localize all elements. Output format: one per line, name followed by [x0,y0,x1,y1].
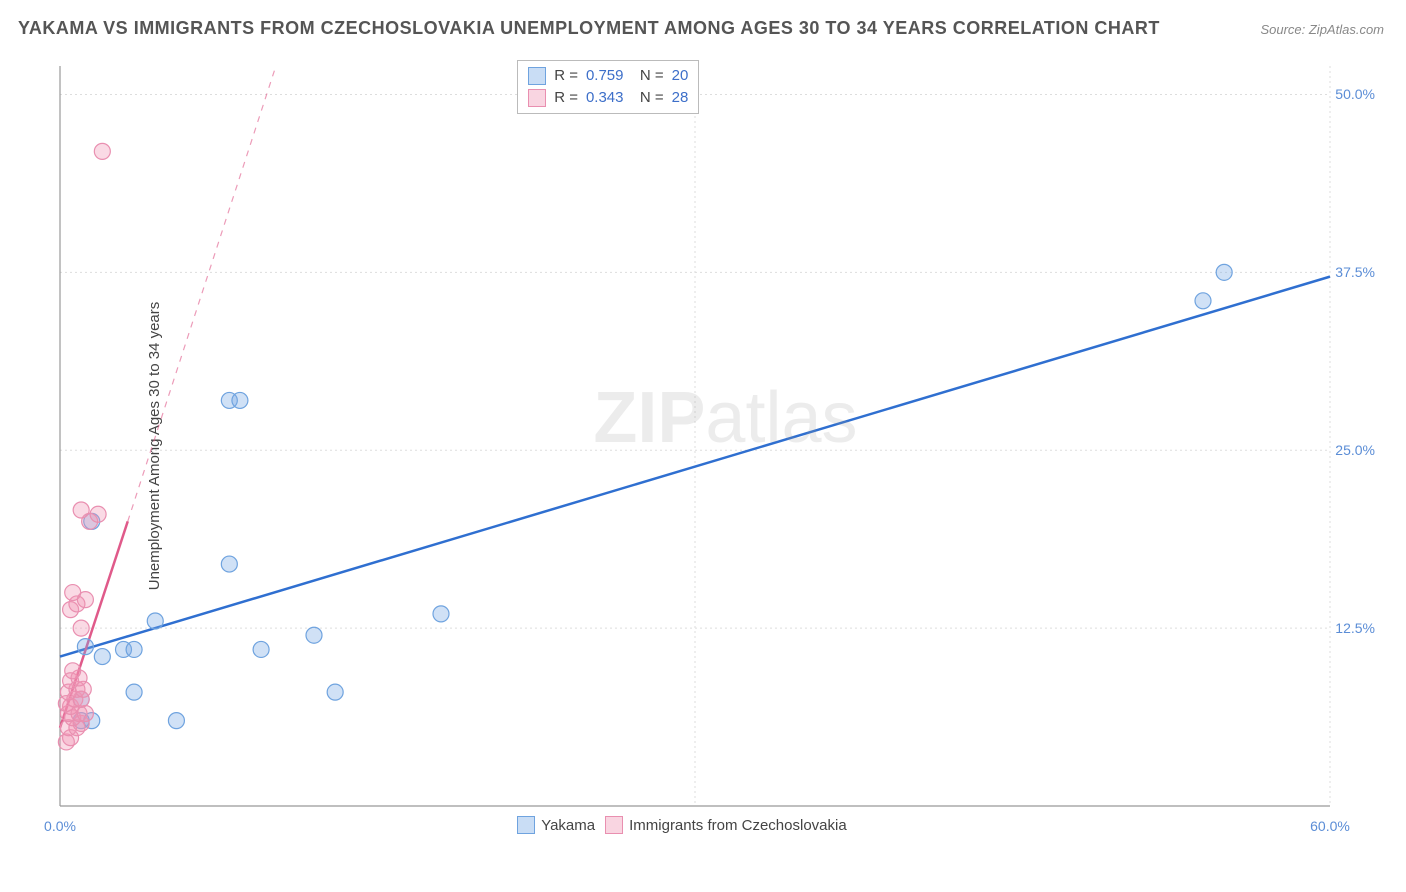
x-tick-label: 0.0% [44,818,76,834]
correlation-stats-box: R = 0.759 N = 20R = 0.343 N = 28 [517,60,699,114]
source-attribution: Source: ZipAtlas.com [1260,22,1384,37]
y-tick-label: 37.5% [1335,264,1385,280]
legend-item: Yakama [517,816,595,834]
series-swatch [528,67,546,85]
legend: Yakama Immigrants from Czechoslovakia [517,816,847,834]
series-swatch [517,816,535,834]
y-tick-label: 25.0% [1335,442,1385,458]
x-tick-label: 60.0% [1310,818,1350,834]
legend-item: Immigrants from Czechoslovakia [605,816,847,834]
y-tick-label: 12.5% [1335,620,1385,636]
chart-container: YAKAMA VS IMMIGRANTS FROM CZECHOSLOVAKIA… [0,0,1406,892]
stats-row: R = 0.759 N = 20 [528,65,688,87]
legend-label: Immigrants from Czechoslovakia [629,817,847,834]
series-swatch [528,89,546,107]
stats-row: R = 0.343 N = 28 [528,87,688,109]
y-tick-label: 50.0% [1335,86,1385,102]
chart-title: YAKAMA VS IMMIGRANTS FROM CZECHOSLOVAKIA… [18,18,1160,39]
series-swatch [605,816,623,834]
legend-label: Yakama [541,817,595,834]
scatter-plot [50,56,1390,846]
